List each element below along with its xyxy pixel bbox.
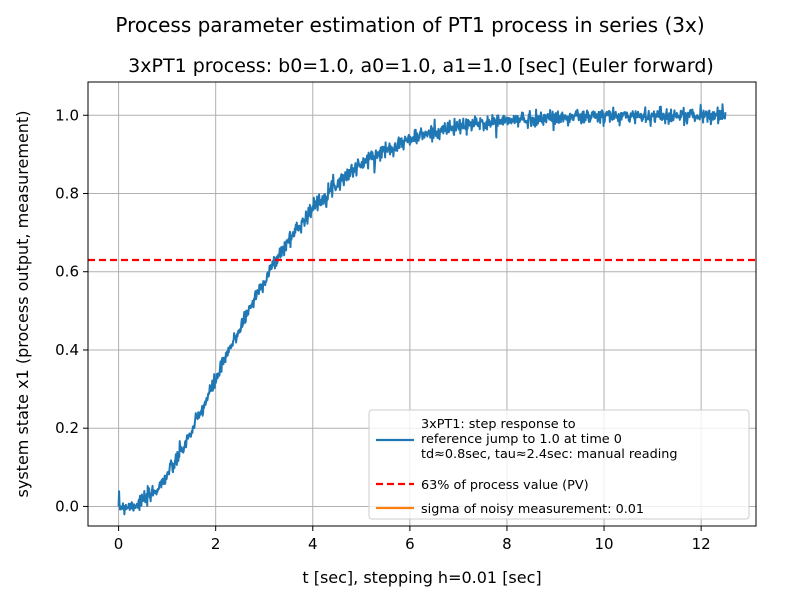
legend: 3xPT1: step response to reference jump t… xyxy=(368,409,750,520)
y-tick-label: 0.8 xyxy=(55,184,79,202)
legend-label-63-percent: 63% of process value (PV) xyxy=(421,478,589,493)
ticks: 0 2 4 6 8 10 12 0.0 0.2 0.4 0.6 0.8 1.0 xyxy=(55,106,711,553)
x-axis-label: t [sec], stepping h=0.01 [sec] xyxy=(302,568,541,587)
x-tick-label: 8 xyxy=(502,535,512,553)
y-tick-label: 0.2 xyxy=(55,419,79,437)
x-tick-label: 4 xyxy=(308,535,318,553)
x-tick-label: 6 xyxy=(405,535,415,553)
y-axis-label: system state x1 (process output, measure… xyxy=(13,111,32,498)
y-tick-label: 1.0 xyxy=(55,106,79,124)
legend-label-step-response: 3xPT1: step response to reference jump t… xyxy=(421,417,678,462)
chart-title: 3xPT1 process: b0=1.0, a0=1.0, a1=1.0 [s… xyxy=(128,55,714,77)
legend-label-step-response-line-3: td≈0.8sec, tau≈2.4sec: manual reading xyxy=(421,447,678,462)
y-tick-label: 0.6 xyxy=(55,263,79,281)
legend-label-step-response-line-1: 3xPT1: step response to xyxy=(421,417,576,432)
series-layer xyxy=(88,103,756,516)
chart-suptitle: Process parameter estimation of PT1 proc… xyxy=(115,13,704,37)
legend-label-step-response-line-2: reference jump to 1.0 at time 0 xyxy=(421,432,622,447)
y-tick-label: 0.0 xyxy=(55,497,79,515)
x-tick-label: 10 xyxy=(595,535,614,553)
series-step-response-line xyxy=(117,103,727,516)
x-tick-label: 2 xyxy=(211,535,221,553)
x-tick-label: 0 xyxy=(114,535,124,553)
legend-frame xyxy=(368,409,750,520)
legend-label-sigma: sigma of noisy measurement: 0.01 xyxy=(421,502,644,517)
plot-frame xyxy=(87,81,757,527)
y-tick-label: 0.4 xyxy=(55,341,79,359)
x-tick-label: 12 xyxy=(692,535,711,553)
